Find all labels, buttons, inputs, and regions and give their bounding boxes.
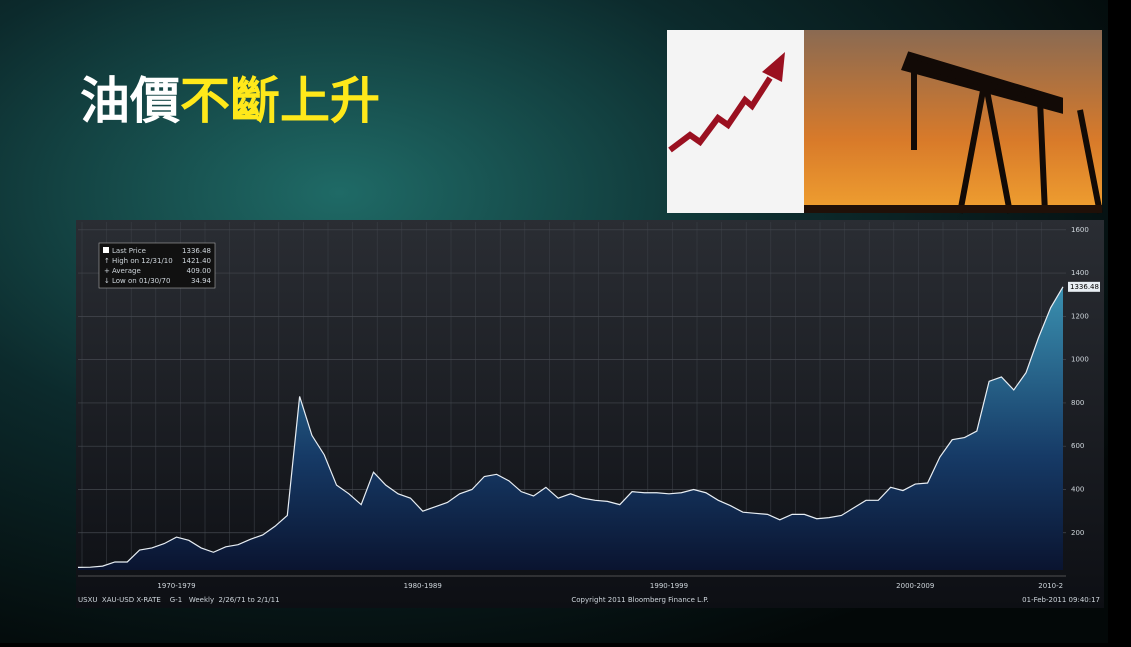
arrow-head — [762, 52, 785, 82]
pump-silhouette — [901, 51, 1103, 214]
x-tick-label: 2000-2009 — [896, 582, 934, 590]
y-tick-label: 1400 — [1071, 269, 1089, 277]
footer-left: USXU XAU-USD X-RATE G-1 Weekly 2/26/71 t… — [78, 596, 280, 604]
legend-label: Last Price — [112, 247, 146, 255]
y-tick-label: 600 — [1071, 442, 1084, 450]
footer-center: Copyright 2011 Bloomberg Finance L.P. — [571, 596, 708, 604]
side-band — [1108, 0, 1131, 643]
legend-value: 34.94 — [191, 277, 212, 285]
y-tick-label: 1000 — [1071, 356, 1089, 364]
legend: Last Price 1336.48 ↑ High on 12/31/10 1421.4… — [98, 242, 216, 289]
x-tick-label: 1970-1979 — [157, 582, 195, 590]
price-line — [77, 286, 1064, 569]
legend-box — [98, 242, 216, 289]
legend-label: High on 12/31/10 — [112, 257, 173, 265]
ground — [804, 205, 1102, 213]
x-tick-label: 1990-1999 — [650, 582, 688, 590]
legend-swatch — [103, 247, 109, 253]
photos — [667, 30, 1103, 214]
legend-value: 409.00 — [187, 267, 212, 275]
legend-label: Low on 01/30/70 — [112, 277, 170, 285]
legend-symbol: + — [104, 267, 110, 275]
last-price-label: 1336.48 — [1070, 283, 1099, 291]
x-tick-label: 2010-2 — [1038, 582, 1063, 590]
legend-symbol: ↑ — [104, 257, 110, 265]
legend-label: Average — [112, 267, 141, 275]
legend-value: 1421.40 — [182, 257, 211, 265]
legend-value: 1336.48 — [182, 247, 211, 255]
last-price-tag — [1068, 281, 1100, 292]
y-tick-label: 200 — [1071, 529, 1084, 537]
oil-photo — [804, 30, 1102, 213]
y-tick-label: 1600 — [1071, 226, 1089, 234]
y-tick-label: 400 — [1071, 485, 1084, 493]
arrow-line — [668, 76, 773, 153]
footer-right: 01-Feb-2011 09:40:17 — [1022, 596, 1100, 604]
x-tick-label: 1980-1989 — [404, 582, 442, 590]
y-tick-label: 1200 — [1071, 312, 1089, 320]
legend-symbol: ↓ — [104, 277, 110, 285]
chart: 200 400 600 800 1000 1200 1400 1600 1336.48 1970-… — [77, 222, 1100, 604]
area — [78, 286, 1063, 570]
slide-title: 油價不斷上升 — [80, 72, 380, 130]
y-tick-label: 800 — [1071, 399, 1084, 407]
